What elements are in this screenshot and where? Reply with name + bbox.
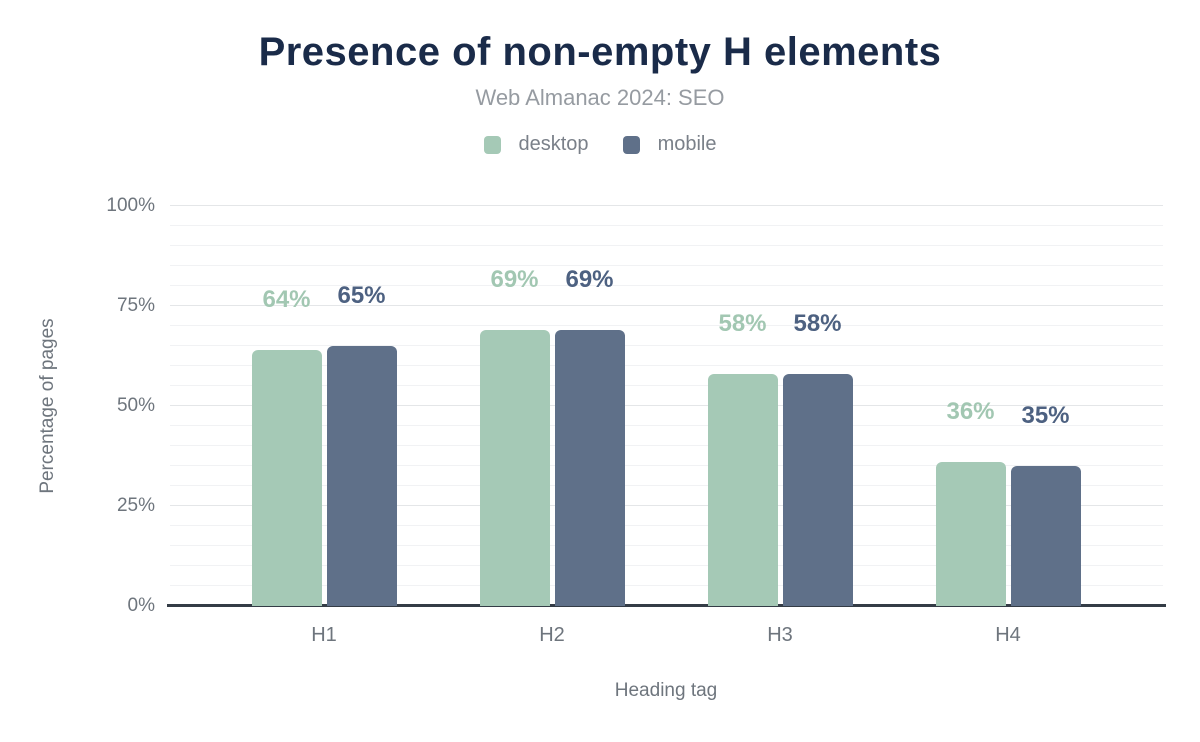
- legend-swatch-mobile: [622, 135, 640, 154]
- minor-gridline: [170, 445, 1163, 446]
- bar-value-label-desktop-h3: 58%: [718, 310, 767, 337]
- y-tick-label: 0%: [127, 595, 155, 616]
- bar-value-label-mobile-h4: 35%: [1021, 402, 1070, 429]
- bar-value-label-mobile-h1: 65%: [337, 282, 386, 309]
- minor-gridline: [170, 545, 1163, 546]
- minor-gridline: [170, 585, 1163, 586]
- legend-label-mobile: mobile: [657, 133, 717, 155]
- minor-gridline: [170, 285, 1163, 286]
- bar-desktop-h4[interactable]: [935, 462, 1006, 606]
- minor-gridline: [170, 365, 1163, 366]
- major-gridline: [170, 305, 1163, 306]
- bar-desktop-h1[interactable]: [251, 350, 322, 606]
- y-tick-label: 100%: [106, 195, 155, 216]
- minor-gridline: [170, 425, 1163, 426]
- bar-value-label-desktop-h4: 36%: [946, 398, 995, 425]
- y-tick-label: 75%: [116, 295, 155, 316]
- legend-item-mobile[interactable]: mobile: [622, 133, 717, 156]
- minor-gridline: [170, 485, 1163, 486]
- x-axis-title: Heading tag: [614, 680, 718, 701]
- bar-mobile-h2[interactable]: [554, 330, 625, 606]
- minor-gridline: [170, 265, 1163, 266]
- y-tick-label: 50%: [116, 395, 155, 416]
- bar-value-label-desktop-h2: 69%: [490, 266, 539, 293]
- bar-desktop-h2[interactable]: [479, 330, 550, 606]
- minor-gridline: [170, 465, 1163, 466]
- x-category-label-h2: H2: [539, 624, 565, 646]
- bar-desktop-h3[interactable]: [707, 374, 778, 606]
- x-category-label-h1: H1: [311, 624, 337, 646]
- y-tick-label: 25%: [116, 495, 155, 516]
- plot-area: 64% 65% 69% 69% 58% 58% 36% 35%: [167, 205, 1166, 607]
- x-category-label-h4: H4: [995, 624, 1021, 646]
- legend-item-desktop[interactable]: desktop: [483, 133, 589, 156]
- bar-value-label-mobile-h2: 69%: [565, 266, 614, 293]
- major-gridline: [170, 205, 1163, 206]
- y-axis-title: Percentage of pages: [37, 318, 58, 494]
- minor-gridline: [170, 225, 1163, 226]
- bar-mobile-h4[interactable]: [1010, 466, 1081, 606]
- x-axis-line: [167, 604, 1166, 607]
- minor-gridline: [170, 345, 1163, 346]
- x-category-label-h3: H3: [767, 624, 793, 646]
- major-gridline: [170, 505, 1163, 506]
- chart-subtitle: Web Almanac 2024: SEO: [475, 85, 725, 110]
- bar-value-label-desktop-h1: 64%: [262, 286, 311, 313]
- bar-mobile-h1[interactable]: [326, 346, 397, 606]
- minor-gridline: [170, 565, 1163, 566]
- legend-swatch-desktop: [483, 135, 501, 154]
- legend-label-desktop: desktop: [518, 133, 589, 155]
- legend: desktop mobile: [0, 133, 1200, 156]
- minor-gridline: [170, 245, 1163, 246]
- minor-gridline: [170, 385, 1163, 386]
- bar-mobile-h3[interactable]: [782, 374, 853, 606]
- bar-value-label-mobile-h3: 58%: [793, 310, 842, 337]
- chart-title: Presence of non-empty H elements: [258, 30, 942, 74]
- minor-gridline: [170, 325, 1163, 326]
- major-gridline: [170, 405, 1163, 406]
- minor-gridline: [170, 525, 1163, 526]
